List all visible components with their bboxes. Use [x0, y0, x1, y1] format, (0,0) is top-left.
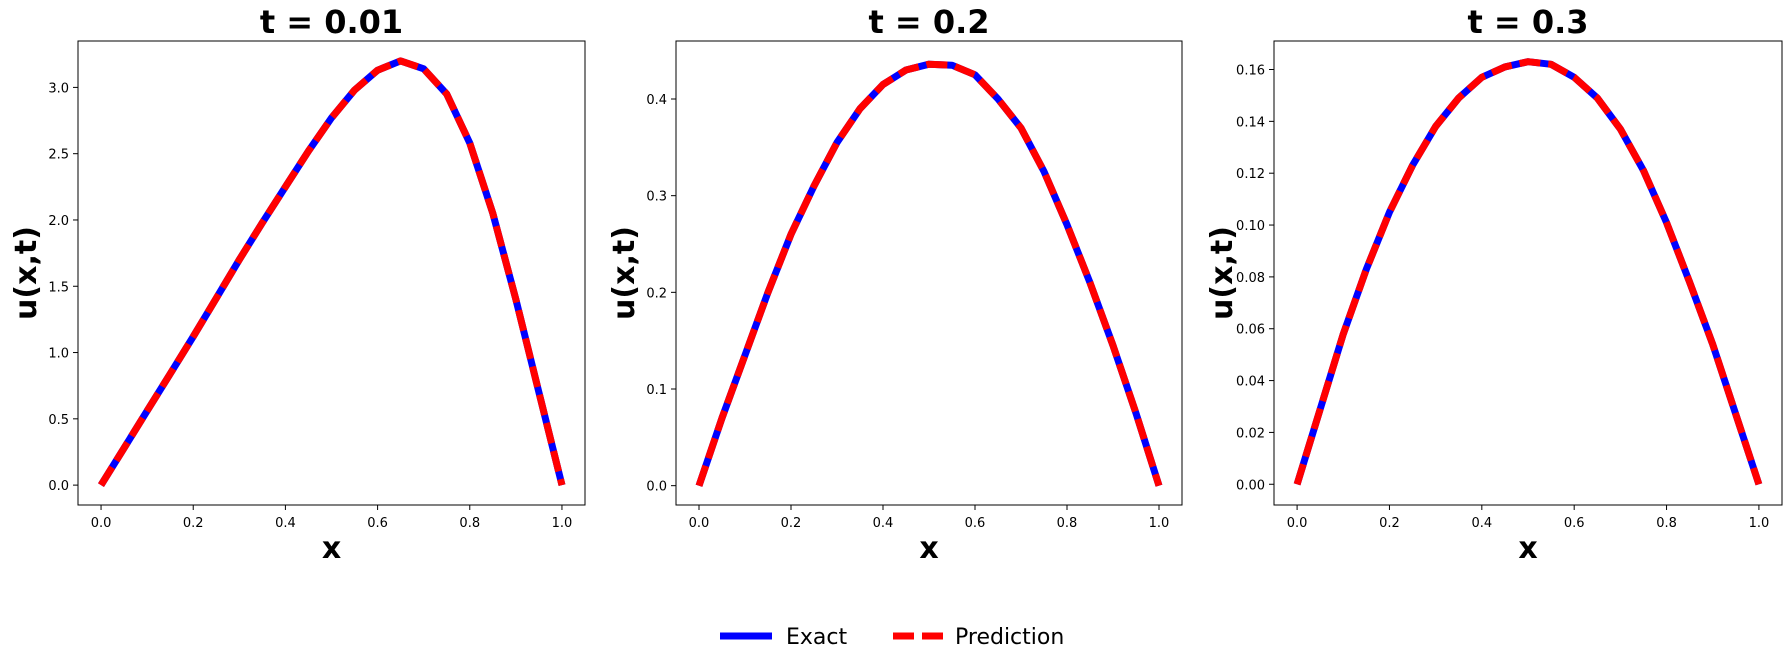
y-tick-label: 0.10: [1236, 219, 1265, 234]
y-tick-label: 0.0: [48, 479, 69, 494]
y-tick-label: 0.02: [1236, 426, 1265, 441]
y-tick-label: 1.5: [48, 280, 69, 295]
y-tick-label: 0.14: [1236, 115, 1265, 130]
y-tick-label: 3.0: [48, 81, 69, 96]
x-tick-label: 0.8: [1057, 516, 1078, 531]
panel-title: t = 0.01: [260, 3, 403, 41]
x-tick-label: 0.8: [459, 516, 480, 531]
panel-title: t = 0.2: [868, 3, 989, 41]
x-tick-label: 0.0: [689, 516, 710, 531]
x-tick-label: 1.0: [1749, 516, 1770, 531]
series-exact-line: [98, 57, 566, 487]
y-axis-label: u(x,t): [1205, 226, 1240, 320]
x-tick-label: 0.4: [873, 516, 894, 531]
y-tick-label: 0.3: [646, 190, 667, 205]
chart-panel-1: 0.0 0.2 0.4 0.6 0.8 1.0 0.0 0.5 1.0 1.5 2.0 2.5 3.0 t…: [9, 3, 586, 566]
legend-prediction-label: Prediction: [955, 625, 1064, 650]
panel-title: t = 0.3: [1467, 3, 1588, 41]
x-tick-label: 0.0: [91, 516, 112, 531]
x-tick-label: 0.6: [367, 516, 388, 531]
y-tick-label: 0.0: [646, 480, 667, 495]
y-tick-label: 0.06: [1236, 323, 1265, 338]
x-tick-label: 0.2: [1379, 516, 1400, 531]
x-tick-label: 1.0: [552, 516, 573, 531]
panels: 0.0 0.2 0.4 0.6 0.8 1.0 0.0 0.5 1.0 1.5 2.0 2.5 3.0 t…: [9, 3, 1783, 566]
y-tick-label: 0.2: [646, 286, 667, 301]
series-prediction-line: [1293, 58, 1763, 486]
plot-frame: [77, 40, 586, 506]
y-tick-label: 0.04: [1236, 375, 1265, 390]
y-tick-label: 0.1: [646, 383, 667, 398]
x-axis-label: x: [919, 531, 938, 566]
plot-frame: [1273, 40, 1783, 506]
x-tick-label: 0.4: [1471, 516, 1492, 531]
y-tick-label: 0.5: [48, 413, 69, 428]
x-tick-label: 0.8: [1656, 516, 1677, 531]
chart-panel-2: 0.0 0.2 0.4 0.6 0.8 1.0 0.0 0.1 0.2 0.3 0.4 t = 0.2…: [607, 3, 1183, 566]
x-tick-label: 0.4: [275, 516, 296, 531]
plot-frame: [675, 40, 1183, 506]
series-prediction-line: [695, 60, 1163, 487]
legend-exact-label: Exact: [786, 625, 847, 650]
x-axis-label: x: [322, 531, 341, 566]
legend: Exact Prediction: [720, 625, 1064, 650]
y-tick-label: 2.5: [48, 148, 69, 163]
y-tick-label: 0.16: [1236, 64, 1265, 79]
y-tick-label: 0.08: [1236, 271, 1265, 286]
y-tick-label: 1.0: [48, 347, 69, 362]
y-axis-label: u(x,t): [607, 226, 642, 320]
y-tick-label: 0.12: [1236, 167, 1265, 182]
series-prediction-line: [98, 57, 566, 487]
series-exact-line: [695, 60, 1163, 487]
y-tick-label: 0.00: [1236, 478, 1265, 493]
x-tick-label: 0.2: [781, 516, 802, 531]
x-tick-label: 0.0: [1287, 516, 1308, 531]
x-tick-label: 0.2: [183, 516, 204, 531]
y-tick-label: 2.0: [48, 214, 69, 229]
chart-panel-3: 0.0 0.2 0.4 0.6 0.8 1.0 0.00 0.02 0.04 0.06 0.08 0.…: [1205, 3, 1783, 566]
y-axis-label: u(x,t): [9, 226, 44, 320]
x-tick-label: 0.6: [965, 516, 986, 531]
y-tick-label: 0.4: [646, 93, 667, 108]
x-tick-label: 1.0: [1149, 516, 1170, 531]
x-axis-label: x: [1518, 531, 1537, 566]
x-tick-label: 0.6: [1564, 516, 1585, 531]
